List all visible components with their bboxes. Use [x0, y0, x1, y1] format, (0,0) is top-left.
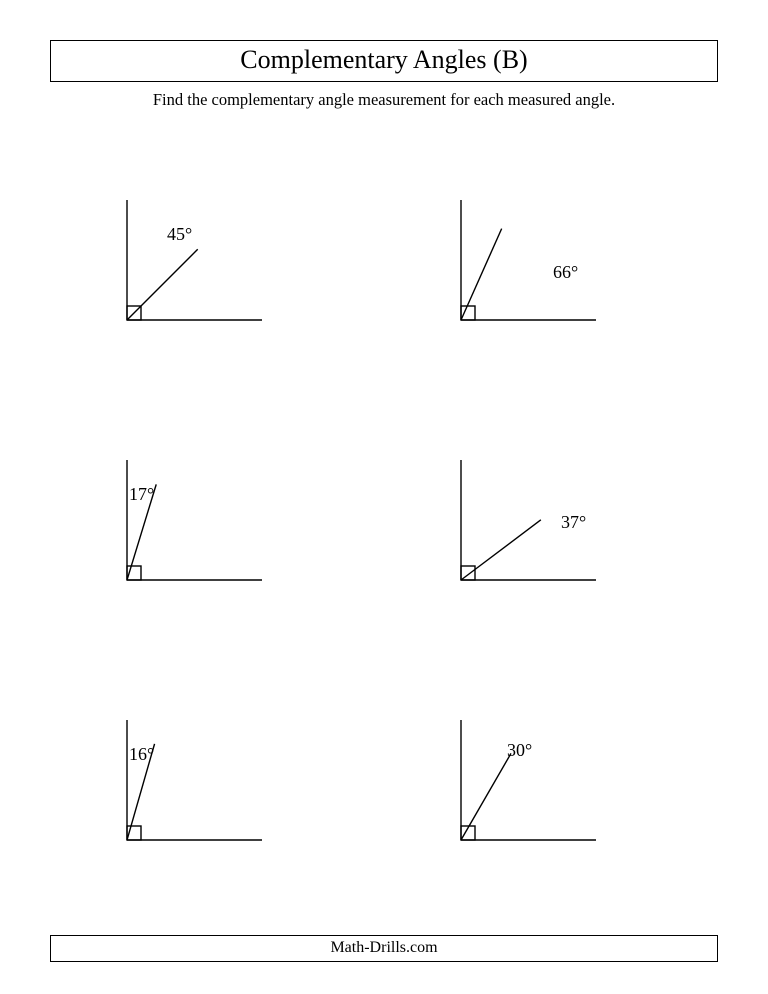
angle-label: 45° [167, 224, 192, 245]
angles-grid: 45° 66° 17° 37° 16° 30° [50, 160, 718, 910]
angle-diagram-6: 30° [416, 680, 686, 890]
page-title: Complementary Angles (B) [50, 40, 718, 82]
angle-diagram-3: 17° [82, 420, 352, 630]
angle-label: 30° [507, 740, 532, 761]
angle-diagram-5: 16° [82, 680, 352, 890]
page-instructions: Find the complementary angle measurement… [50, 90, 718, 110]
page-footer: Math-Drills.com [50, 935, 718, 962]
angle-svg [112, 460, 272, 590]
angle-diagram-4: 37° [416, 420, 686, 630]
page: Complementary Angles (B) Find the comple… [0, 0, 768, 994]
angle-label: 66° [553, 262, 578, 283]
angle-label: 16° [129, 744, 154, 765]
angle-svg [112, 200, 272, 330]
angle-svg [446, 200, 606, 330]
angle-diagram-2: 66° [416, 160, 686, 370]
angle-diagram-1: 45° [82, 160, 352, 370]
angle-label: 17° [129, 484, 154, 505]
angle-label: 37° [561, 512, 586, 533]
angle-svg [112, 720, 272, 850]
